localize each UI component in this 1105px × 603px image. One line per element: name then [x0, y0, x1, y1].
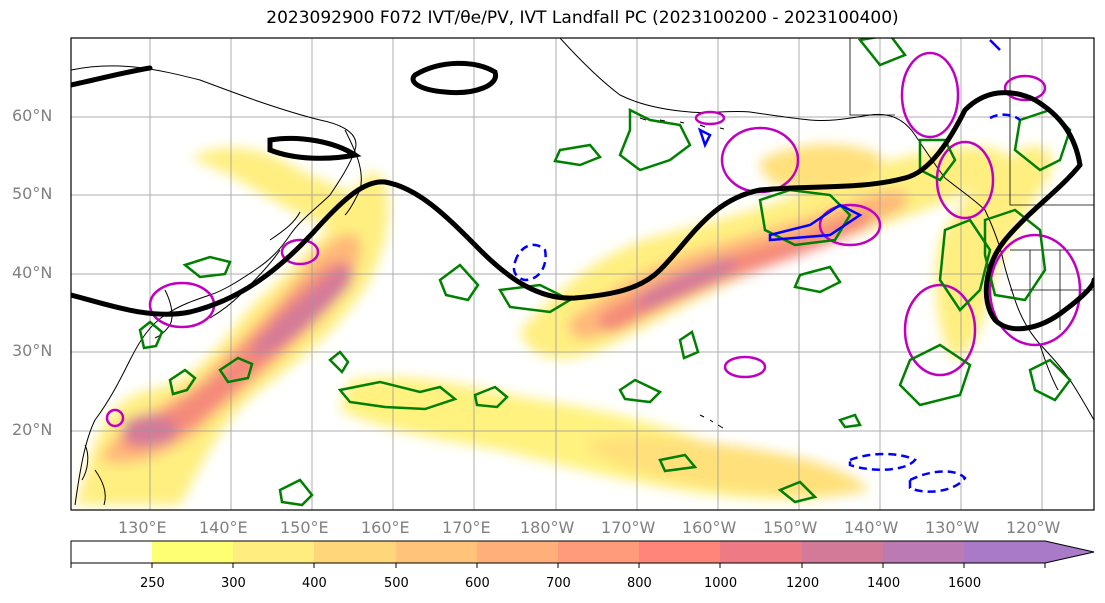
colorbar-tick-label: 1400: [867, 576, 901, 591]
map-frame: [70, 37, 1095, 511]
lon-label: 150°E: [280, 518, 329, 537]
colorbar-tick-label: 300: [221, 576, 246, 591]
lon-label: 170°E: [442, 518, 491, 537]
theta-e-contours: [138, 38, 1072, 507]
lon-label: 130°W: [925, 518, 980, 537]
colorbar-segment: [233, 541, 314, 563]
colorbar-tick-label: 1000: [704, 576, 738, 591]
map-plot-area: [71, 38, 1094, 510]
colorbar-segment: [477, 541, 558, 563]
lon-label: 140°W: [844, 518, 899, 537]
colorbar-segment: [152, 541, 233, 563]
lon-label: 130°E: [118, 518, 167, 537]
lon-label: 170°W: [601, 518, 656, 537]
lat-label-20n: 20°N: [12, 420, 53, 439]
colorbar-segment: [558, 541, 639, 563]
colorbar-segment: [71, 541, 152, 563]
colorbar-tick-label: 600: [465, 576, 490, 591]
colorbar-segment: [314, 541, 396, 563]
negative-contours: [512, 39, 1021, 493]
colorbar-tick-label: 250: [140, 576, 165, 591]
lat-label-30n: 30°N: [12, 341, 53, 360]
colorbar-segment: [720, 541, 802, 563]
colorbar-tick-label: 1200: [786, 576, 820, 591]
colorbar-tick-label: 500: [384, 576, 409, 591]
lat-label-60n: 60°N: [12, 106, 53, 125]
ivt-shading: [75, 144, 1053, 505]
colorbar-segment: [396, 541, 477, 563]
lon-label: 150°W: [763, 518, 818, 537]
colorbar-segment: [802, 541, 883, 563]
map-title: 2023092900 F072 IVT/θe/PV, IVT Landfall …: [266, 8, 899, 28]
colorbar-tick-label: 700: [546, 576, 571, 591]
lat-label-40n: 40°N: [12, 263, 53, 282]
colorbar: [70, 540, 1095, 568]
colorbar-tick-label: 800: [627, 576, 652, 591]
lon-label: 160°E: [361, 518, 410, 537]
colorbar-segment: [883, 541, 964, 563]
colorbar-tick-label: 400: [302, 576, 327, 591]
lon-label: 120°W: [1006, 518, 1061, 537]
lon-label: 180°W: [520, 518, 575, 537]
lat-label-50n: 50°N: [12, 184, 53, 203]
colorbar-extension-arrow: [964, 541, 1094, 563]
lon-label: 160°W: [682, 518, 737, 537]
colorbar-tick-label: 1600: [948, 576, 982, 591]
colorbar-segment: [639, 541, 720, 563]
lon-label: 140°E: [199, 518, 248, 537]
ivt-jet-axis: [71, 60, 1094, 332]
